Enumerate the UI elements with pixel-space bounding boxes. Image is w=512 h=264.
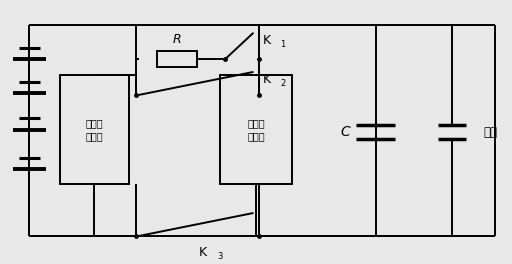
Text: R: R: [173, 33, 181, 46]
Bar: [220, 74, 292, 184]
Text: 第一检
测电路: 第一检 测电路: [86, 118, 103, 141]
Text: 2: 2: [281, 79, 286, 88]
Text: K: K: [263, 34, 271, 47]
Text: 3: 3: [218, 252, 223, 261]
Text: K: K: [199, 246, 207, 259]
Bar: [157, 51, 198, 67]
Text: K: K: [263, 73, 271, 86]
Text: 1: 1: [281, 40, 286, 49]
Text: C: C: [340, 125, 350, 139]
Text: 负载: 负载: [483, 125, 497, 139]
Bar: [60, 74, 129, 184]
Text: 第二检
测电路: 第二检 测电路: [247, 118, 265, 141]
